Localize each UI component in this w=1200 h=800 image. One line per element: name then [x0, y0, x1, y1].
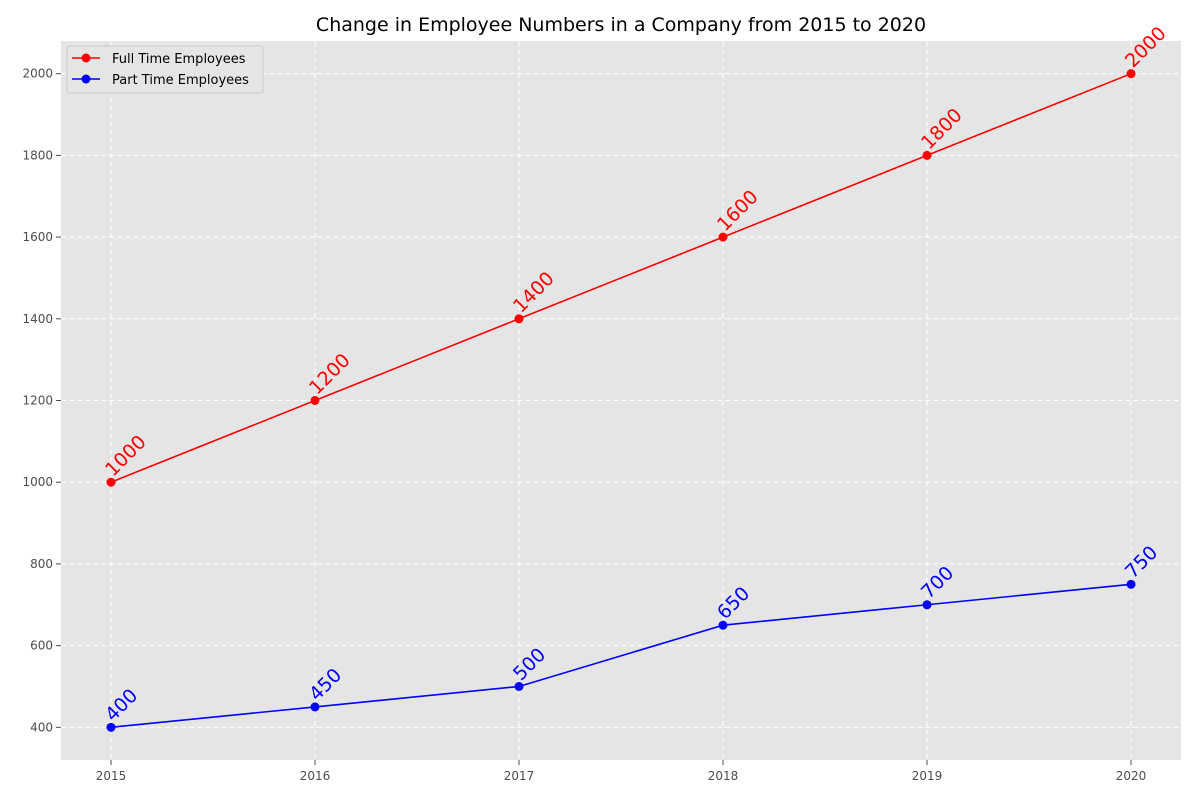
y-tick-label: 600	[30, 639, 53, 653]
legend-label: Full Time Employees	[112, 52, 246, 67]
x-tick-label: 2020	[1116, 769, 1147, 783]
legend-marker	[81, 53, 91, 63]
data-point	[106, 477, 116, 487]
legend: Full Time Employees Part Time Employees	[66, 45, 264, 94]
y-tick-label: 1200	[22, 394, 53, 408]
y-tick-label: 800	[30, 557, 53, 571]
series-line-2	[110, 583, 1132, 729]
data-point	[1126, 69, 1136, 79]
series-group	[106, 69, 1136, 732]
series-line-1	[110, 72, 1132, 483]
y-tick-label: 1600	[22, 230, 53, 244]
x-tick-label: 2018	[708, 769, 739, 783]
x-tick-label: 2016	[300, 769, 331, 783]
data-point	[922, 600, 932, 610]
y-axis: 400 600 800 1000 1200 1400 1600 1800 2000	[22, 67, 61, 734]
legend-box	[66, 45, 264, 94]
x-tick-label: 2015	[96, 769, 127, 783]
data-point	[718, 232, 728, 242]
data-point	[1126, 579, 1136, 589]
y-tick-label: 1000	[22, 475, 53, 489]
x-tick-label: 2019	[912, 769, 943, 783]
data-point	[106, 722, 116, 732]
y-tick-label: 2000	[22, 67, 53, 81]
x-axis: 2015 2016 2017 2018 2019 2020	[96, 760, 1147, 783]
legend-marker	[81, 74, 91, 84]
chart-title: Change in Employee Numbers in a Company …	[316, 14, 926, 36]
legend-label: Part Time Employees	[112, 73, 249, 88]
data-point	[310, 396, 320, 405]
x-tick-label: 2017	[504, 769, 535, 783]
data-point	[922, 150, 932, 160]
data-point	[718, 620, 728, 630]
y-tick-label: 1800	[22, 148, 53, 162]
data-point	[514, 314, 524, 324]
y-tick-label: 1400	[22, 312, 53, 326]
data-point	[514, 681, 524, 691]
data-point	[310, 702, 320, 712]
y-tick-label: 400	[30, 720, 53, 734]
